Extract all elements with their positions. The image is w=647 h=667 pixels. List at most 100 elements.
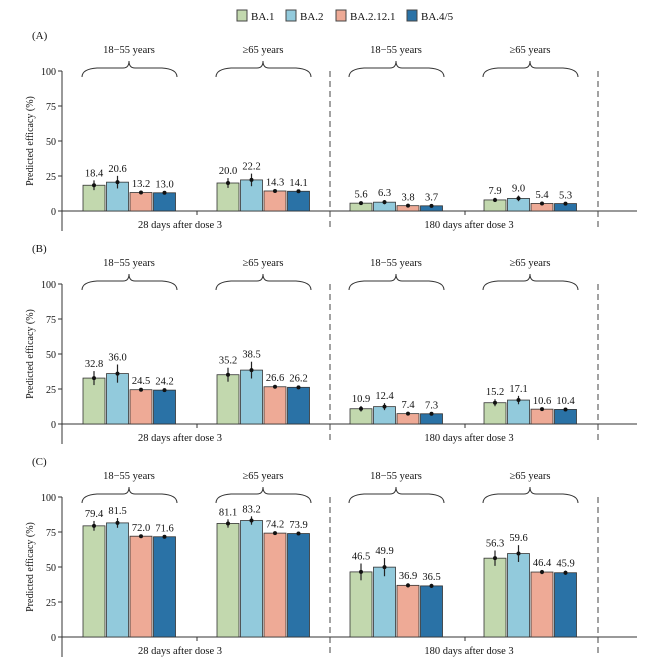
bar-ba-4-5 [420,585,443,638]
age-group-label: ≥65 years [509,45,550,56]
point-estimate [249,177,254,182]
bar-ba-2-12-1 [129,389,153,425]
bar-ba-1 [483,557,507,638]
legend-label: BA.2.12.1 [350,11,396,23]
point-estimate [296,531,301,536]
point-estimate [516,551,521,556]
point-estimate [249,518,254,523]
point-estimate [493,197,497,202]
group-brace [215,486,312,504]
data-label: 36.0 [108,353,126,364]
point-estimate [493,400,497,405]
point-estimate [359,201,363,206]
bar-ba-2 [373,566,396,638]
point-estimate [563,407,568,412]
point-estimate [563,201,568,206]
y-tick-label: 50 [46,563,56,574]
data-label: 3.7 [425,193,438,204]
legend-label: BA.1 [251,11,275,23]
data-label: 10.4 [556,396,575,407]
data-label: 36.5 [422,572,440,583]
bar-ba-4-5 [153,389,176,425]
bar-ba-4-5 [287,190,310,212]
timepoint-label: 180 days after dose 3 [424,220,513,231]
data-label: 83.2 [242,504,260,515]
timepoint-label: 180 days after dose 3 [424,646,513,657]
y-axis-label: Predicted efficacy (%) [25,309,36,399]
data-label: 3.8 [401,193,414,204]
bar-ba-2-12-1 [530,571,554,638]
panel-label: (B) [32,243,47,255]
data-label: 5.3 [559,190,572,201]
group-brace [81,60,178,78]
bar-ba-2-12-1 [263,190,287,212]
data-label: 35.2 [219,356,237,367]
point-estimate [540,407,544,412]
group-brace [348,273,445,291]
data-label: 59.6 [509,533,527,544]
y-tick-label: 75 [46,315,56,326]
y-axis-label: Predicted efficacy (%) [25,522,36,612]
data-label: 81.1 [219,507,237,518]
point-estimate [540,201,544,206]
point-estimate [359,569,363,574]
point-estimate [406,203,410,208]
data-label: 7.3 [425,400,438,411]
point-estimate [382,200,387,205]
bar-ba-1 [216,374,240,425]
panel-b: (B) 0 25 50 75 100 Predicted efficacy (%) 28 da… [25,243,637,444]
legend-swatch [285,9,297,22]
y-tick-label: 100 [41,493,56,504]
data-label: 49.9 [375,546,393,557]
group-brace [348,60,445,78]
legend-label: BA.2 [300,11,324,23]
y-tick-label: 75 [46,102,56,113]
data-label: 24.2 [155,376,173,387]
legend-swatch [406,9,418,22]
point-estimate [382,404,387,409]
bar-ba-2-12-1 [263,532,287,638]
data-label: 5.4 [535,190,549,201]
y-tick-label: 50 [46,350,56,361]
point-estimate [406,411,410,416]
bar-ba-4-5 [287,533,310,638]
point-estimate [139,387,143,392]
data-label: 24.5 [132,376,150,387]
data-label: 7.9 [488,186,501,197]
bar-ba-2-12-1 [263,386,287,425]
data-label: 56.3 [486,538,504,549]
bar-ba-1 [82,525,106,638]
point-estimate [92,376,96,381]
legend-item: BA.1 [236,9,275,23]
bar-ba-4-5 [287,386,310,425]
data-label: 22.2 [242,162,260,173]
data-label: 71.6 [155,523,173,534]
data-label: 13.2 [132,179,150,190]
bar-ba-2-12-1 [530,408,554,425]
age-group-label: ≥65 years [242,258,283,269]
point-estimate [162,534,167,539]
group-brace [482,60,579,78]
point-estimate [296,385,301,390]
bar-ba-2-12-1 [129,535,153,638]
data-label: 12.4 [375,391,394,402]
legend-item: BA.2 [285,9,324,23]
data-label: 32.8 [85,359,103,370]
point-estimate [139,534,143,539]
age-group-label: 18−55 years [103,45,155,56]
point-estimate [273,384,277,389]
data-label: 73.9 [289,520,307,531]
age-group-label: ≥65 years [509,258,550,269]
point-estimate [563,570,568,575]
y-tick-label: 75 [46,528,56,539]
data-label: 15.2 [486,387,504,398]
bar-ba-2 [507,553,530,638]
panel-a: (A) 0 25 50 75 100 Predicted efficacy (%) 28 da… [25,30,637,231]
group-brace [482,273,579,291]
legend-item: BA.2.12.1 [335,9,396,23]
y-tick-label: 0 [51,420,56,431]
point-estimate [115,520,120,525]
y-tick-label: 0 [51,633,56,644]
y-tick-label: 25 [46,172,56,183]
point-estimate [226,521,230,526]
